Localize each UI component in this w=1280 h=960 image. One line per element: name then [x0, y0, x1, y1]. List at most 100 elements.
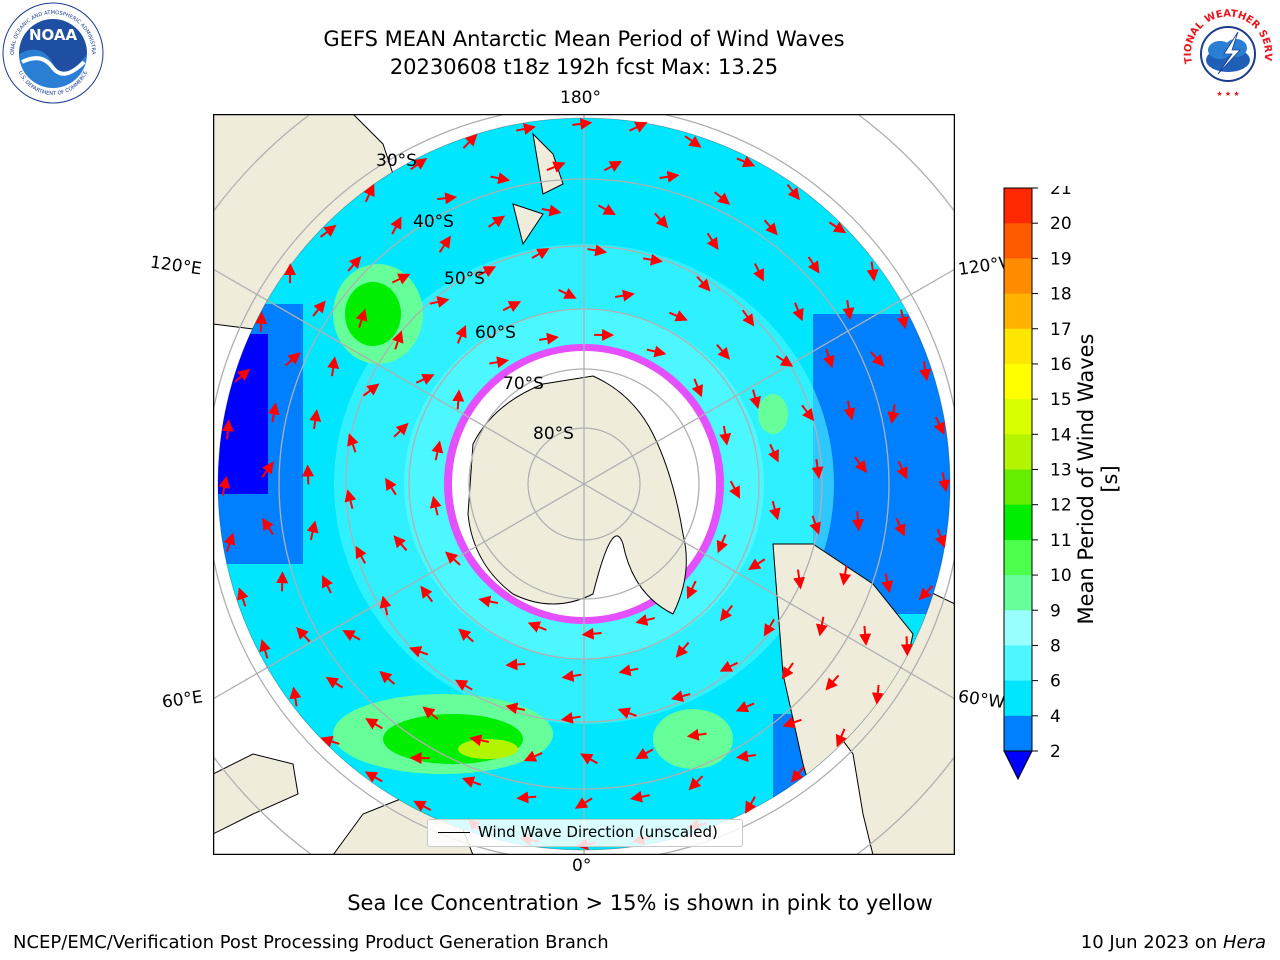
- wave-direction-arrow: [223, 532, 236, 552]
- wave-direction-arrow: [670, 690, 691, 702]
- wave-direction-arrow: [786, 183, 800, 201]
- wave-direction-arrow: [629, 121, 648, 133]
- wave-direction-arrow: [894, 517, 906, 537]
- colorbar-segment: [1004, 469, 1032, 506]
- wave-direction-arrow: [696, 275, 711, 292]
- wave-direction-arrow: [748, 558, 766, 570]
- wave-direction-arrow: [642, 253, 663, 266]
- colorbar-tick-label: 18: [1050, 285, 1072, 305]
- wave-direction-arrow: [431, 440, 444, 461]
- wave-direction-arrow: [839, 565, 852, 586]
- wave-direction-arrow: [445, 551, 461, 566]
- wave-direction-arrow: [516, 791, 537, 804]
- wave-direction-arrow: [259, 639, 271, 659]
- wave-direction-arrow: [684, 135, 702, 148]
- wave-direction-arrow: [854, 456, 868, 473]
- colorbar-tick-label: 6: [1050, 672, 1061, 692]
- lon-label-120e: 120°E: [148, 252, 203, 280]
- wave-direction-arrow: [809, 515, 821, 535]
- wave-direction-arrow: [392, 330, 404, 350]
- wave-direction-arrow: [458, 628, 474, 643]
- wave-direction-arrow: [659, 170, 680, 183]
- wave-direction-arrow: [719, 660, 738, 672]
- lat-label-30s: 30°S: [376, 151, 417, 171]
- colorbar-tick-label: 4: [1050, 707, 1061, 727]
- wave-direction-arrow: [675, 641, 690, 658]
- wave-direction-arrow: [410, 158, 428, 171]
- wave-direction-arrow: [791, 766, 805, 783]
- wave-direction-arrow: [716, 534, 728, 554]
- wave-direction-arrow: [462, 133, 478, 149]
- lon-label-60e: 60°E: [160, 687, 205, 713]
- wave-direction-arrow: [347, 255, 362, 272]
- wave-direction-arrow: [541, 204, 562, 217]
- wave-direction-arrow: [429, 495, 442, 516]
- legend-line-icon: [438, 832, 470, 833]
- wave-direction-arrow: [561, 669, 582, 682]
- wave-direction-arrow: [477, 266, 497, 278]
- wave-direction-arrow: [355, 545, 367, 564]
- wave-direction-arrow: [603, 161, 622, 172]
- wave-direction-arrow: [587, 244, 608, 257]
- wave-direction-arrow: [455, 325, 467, 344]
- wave-direction-arrow: [478, 595, 499, 608]
- wave-direction-arrow: [859, 625, 872, 646]
- wave-direction-arrow: [560, 712, 581, 724]
- wave-direction-arrow: [719, 604, 734, 622]
- sea-ice-note: Sea Ice Concentration > 15% is shown in …: [347, 891, 933, 915]
- lon-label-180: 180°: [560, 88, 601, 108]
- wave-direction-arrow: [539, 332, 559, 345]
- colorbar-label: Mean Period of Wind Waves [s]: [1074, 333, 1122, 625]
- wave-direction-arrow: [851, 511, 864, 532]
- colorbar-segment: [1004, 258, 1032, 295]
- wave-direction-arrow: [825, 674, 840, 691]
- wave-direction-arrow: [691, 378, 703, 398]
- wave-direction-arrow: [714, 191, 731, 205]
- colorbar-segment: [1004, 715, 1032, 752]
- legend-label: Wind Wave Direction (unscaled): [478, 823, 718, 841]
- wave-direction-arrow: [782, 716, 802, 729]
- colorbar-segment: [1004, 363, 1032, 400]
- colorbar-segment: [1004, 188, 1032, 224]
- wave-direction-arrow: [296, 626, 311, 643]
- colorbar-tick-label: 19: [1050, 249, 1072, 269]
- wave-direction-arrow: [393, 535, 408, 552]
- wave-direction-arrow: [801, 404, 815, 422]
- wave-direction-arrow: [815, 616, 828, 637]
- colorbar-tick-label: 14: [1050, 425, 1072, 445]
- wave-direction-arrow: [807, 256, 820, 274]
- wave-direction-arrow: [900, 636, 913, 657]
- wave-direction-arrow: [688, 775, 704, 791]
- wave-direction-arrow: [741, 309, 755, 327]
- antarctic-map: [213, 114, 955, 855]
- wave-direction-arrow: [618, 664, 639, 677]
- wave-direction-arrow: [793, 569, 805, 590]
- wave-direction-arrow: [327, 356, 340, 377]
- footer-date: 10 Jun 2023 on Hera: [1081, 932, 1266, 953]
- colorbar-tick-label: 8: [1050, 636, 1061, 656]
- wave-direction-arrow: [617, 707, 637, 719]
- wave-direction-arrow: [289, 686, 302, 707]
- wave-direction-arrow: [422, 706, 439, 720]
- wave-direction-arrow: [775, 355, 794, 367]
- colorbar-extend: [1003, 750, 1033, 781]
- wave-direction-arrow: [635, 748, 654, 760]
- wave-direction-arrow: [344, 489, 357, 509]
- footer-credit: NCEP/EMC/Verification Post Processing Pr…: [13, 932, 609, 953]
- colorbar-segment: [1004, 293, 1032, 330]
- wave-direction-arrow: [871, 684, 884, 705]
- wave-direction-arrow: [768, 500, 781, 521]
- wave-direction-arrow: [461, 776, 482, 788]
- wave-direction-arrow: [897, 309, 909, 330]
- wave-direction-arrow: [843, 400, 856, 421]
- wave-direction-arrow: [919, 361, 932, 382]
- wave-direction-arrow: [763, 219, 778, 236]
- wave-direction-arrow: [393, 422, 409, 438]
- wave-direction-arrow: [615, 289, 635, 302]
- wave-direction-arrow: [828, 221, 847, 234]
- wave-direction-arrow: [469, 734, 490, 747]
- wave-direction-arrow: [646, 345, 667, 358]
- wave-direction-arrow: [654, 212, 669, 229]
- wave-direction-arrow: [736, 156, 756, 168]
- wave-direction-arrow: [706, 232, 719, 251]
